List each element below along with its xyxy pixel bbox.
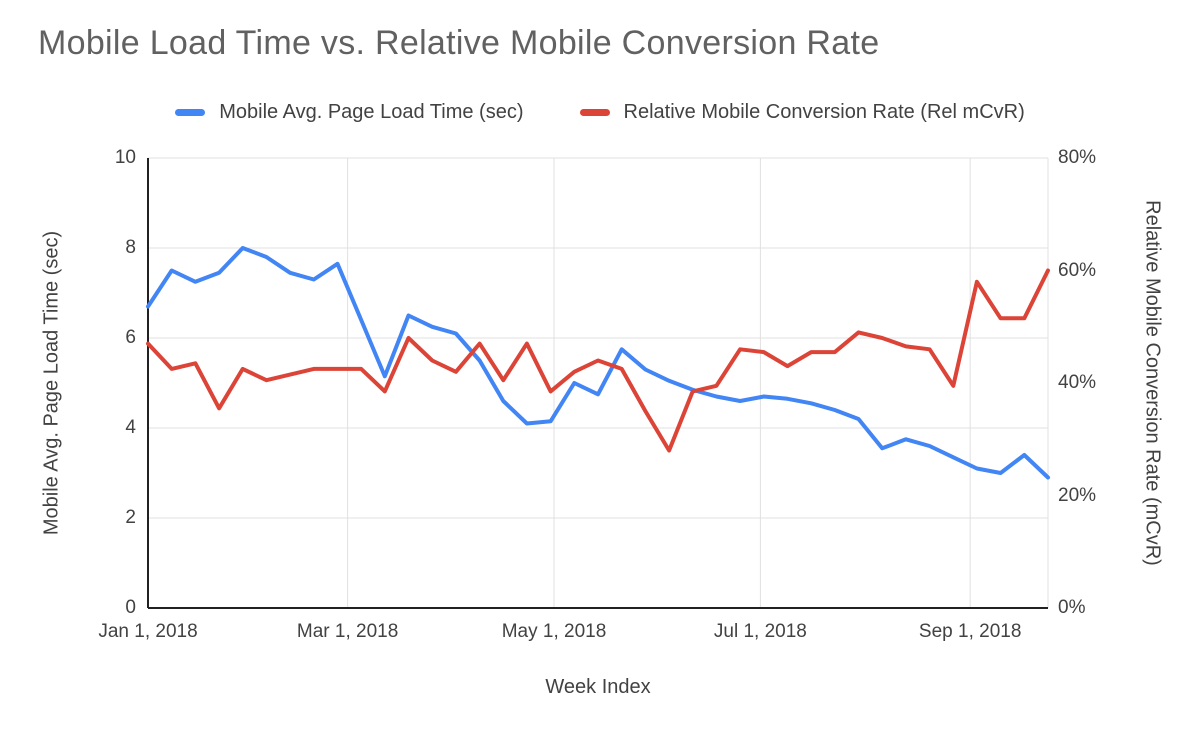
legend-label-load-time: Mobile Avg. Page Load Time (sec): [219, 101, 524, 123]
y-right-axis-title: Relative Mobile Conversion Rate (mCvR): [1141, 200, 1164, 566]
series-line-load-time: [146, 246, 1050, 480]
series-line-conversion-rate: [146, 268, 1050, 453]
chart-title: Mobile Load Time vs. Relative Mobile Con…: [38, 24, 880, 62]
legend-swatch-conversion-rate-icon: [579, 109, 610, 116]
legend-label-conversion-rate: Relative Mobile Conversion Rate (Rel mCv…: [623, 101, 1025, 123]
chart-legend: Mobile Avg. Page Load Time (sec) Relativ…: [0, 101, 1200, 124]
legend-item-load-time[interactable]: Mobile Avg. Page Load Time (sec): [175, 101, 524, 124]
y-left-axis-title: Mobile Avg. Page Load Time (sec): [40, 230, 63, 536]
x-axis-title: Week Index: [545, 676, 651, 698]
legend-item-conversion-rate[interactable]: Relative Mobile Conversion Rate (Rel mCv…: [579, 101, 1025, 124]
legend-swatch-load-time-icon: [175, 109, 206, 116]
